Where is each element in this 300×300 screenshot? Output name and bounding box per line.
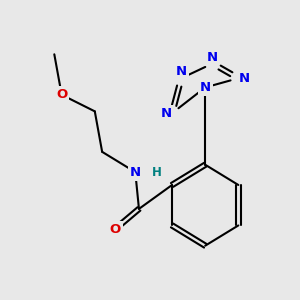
Text: N: N [200, 81, 211, 94]
Text: N: N [130, 166, 141, 178]
Text: N: N [207, 50, 218, 64]
Text: H: H [152, 166, 162, 178]
Text: N: N [238, 72, 250, 85]
Text: O: O [56, 88, 67, 101]
Text: N: N [161, 107, 172, 120]
Text: N: N [176, 65, 187, 78]
Text: O: O [110, 223, 121, 236]
